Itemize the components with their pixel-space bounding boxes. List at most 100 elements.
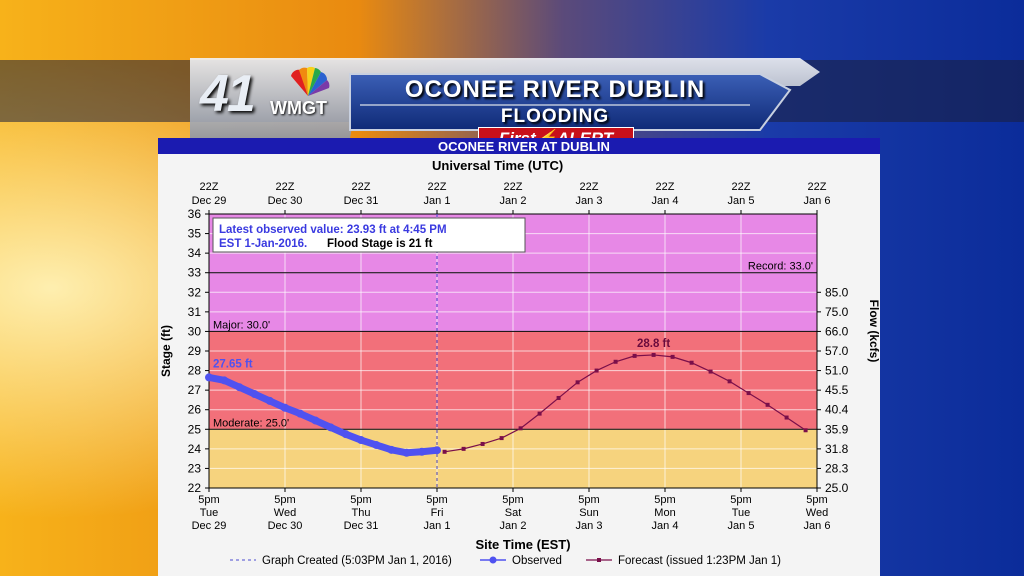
y2-tick-label: 66.0 [825, 324, 849, 338]
bottom-tick-label: 5pm [806, 494, 827, 506]
observed-point [357, 436, 365, 445]
y2-tick-label: 35.9 [825, 422, 849, 436]
channel-number: 41 [200, 65, 256, 123]
forecast-point [575, 380, 580, 385]
observed-point [402, 448, 411, 457]
observed-point [205, 373, 213, 382]
top-axis-title: Universal Time (UTC) [432, 158, 563, 173]
bottom-axis-title: Site Time (EST) [475, 537, 570, 552]
y-tick-label: 26 [188, 403, 202, 417]
forecast-point [613, 359, 618, 364]
top-tick-label: 22Z [808, 181, 827, 193]
banner-title: OCONEE RIVER DUBLIN [404, 76, 706, 103]
forecast-point [727, 379, 732, 384]
forecast-point [499, 436, 504, 441]
top-tick-label: 22Z [504, 181, 523, 193]
bottom-tick-label: 5pm [274, 494, 295, 506]
legend-observed-marker [489, 556, 497, 564]
top-tick-label: 22Z [656, 181, 675, 193]
bottom-tick-label: Wed [806, 507, 828, 519]
info-box-line2b: Flood Stage is 21 ft [327, 238, 433, 250]
observed-point [326, 423, 335, 432]
observed-point [433, 446, 441, 455]
top-tick-label: Jan 6 [804, 195, 831, 207]
top-tick-label: 22Z [428, 181, 447, 193]
forecast-point [480, 441, 485, 446]
forecast-point [632, 353, 637, 358]
top-tick-label: Jan 1 [424, 195, 451, 207]
info-box-line2a: EST 1-Jan-2016. [219, 238, 307, 250]
top-tick-label: 22Z [732, 181, 751, 193]
forecast-series-line [444, 354, 806, 453]
top-tick-label: Jan 2 [500, 195, 527, 207]
bottom-tick-label: 5pm [350, 494, 371, 506]
y-tick-label: 25 [188, 422, 202, 436]
observed-point [250, 390, 259, 399]
bottom-tick-label: Fri [431, 507, 444, 519]
forecast-point [803, 428, 808, 433]
legend-created-label: Graph Created (5:03PM Jan 1, 2016) [262, 555, 452, 567]
observed-point [341, 430, 350, 439]
legend-observed-label: Observed [512, 555, 562, 567]
legend-forecast-label: Forecast (issued 1:23PM Jan 1) [618, 555, 781, 567]
top-tick-label: Dec 29 [192, 195, 227, 207]
y-tick-label: 34 [188, 246, 202, 260]
forecast-peak-label: 28.8 ft [637, 338, 670, 350]
observed-series-line [205, 373, 441, 457]
observed-point [265, 396, 274, 405]
bottom-tick-label: Mon [654, 507, 675, 519]
y-tick-label: 29 [188, 344, 202, 358]
bottom-tick-label: Jan 6 [804, 520, 831, 532]
bottom-tick-label: Jan 1 [424, 520, 451, 532]
forecast-point [708, 369, 713, 374]
y2-tick-label: 57.0 [825, 344, 849, 358]
observed-point [235, 383, 244, 392]
hydrograph-panel: OCONEE RIVER AT DUBLIN Universal Time (UT… [158, 138, 880, 576]
y2-tick-label: 75.0 [825, 305, 849, 319]
forecast-point [689, 360, 694, 365]
bottom-tick-label: Jan 2 [500, 520, 527, 532]
bottom-tick-label: Tue [732, 507, 751, 519]
y2-tick-label: 28.3 [825, 461, 849, 475]
y-tick-label: 22 [188, 481, 202, 495]
y-tick-label: 30 [188, 324, 202, 338]
observed-point [220, 376, 229, 385]
bottom-tick-label: Wed [274, 507, 296, 519]
bottom-tick-label: Tue [200, 507, 219, 519]
y2-tick-label: 31.8 [825, 442, 849, 456]
bottom-tick-label: Jan 4 [652, 520, 679, 532]
y2-axis-title: Flow (kcfs) [867, 300, 880, 363]
y-tick-label: 33 [188, 266, 202, 280]
y-axis-title: Stage (ft) [159, 325, 173, 377]
top-tick-label: Dec 31 [344, 195, 379, 207]
chart-title: OCONEE RIVER AT DUBLIN [438, 139, 610, 154]
y2-tick-label: 25.0 [825, 481, 849, 495]
y-tick-label: 23 [188, 461, 202, 475]
y2-tick-label: 45.5 [825, 383, 849, 397]
observed-point [311, 416, 320, 425]
observed-point [417, 447, 426, 456]
observed-point [372, 440, 381, 449]
forecast-point [461, 446, 466, 451]
top-tick-label: 22Z [352, 181, 371, 193]
y-tick-label: 28 [188, 364, 202, 378]
forecast-point [670, 354, 675, 359]
bottom-tick-label: Dec 31 [344, 520, 379, 532]
legend-forecast-marker [597, 558, 601, 562]
forecast-point [556, 395, 561, 400]
threshold-label: Moderate: 25.0' [213, 417, 289, 429]
forecast-point [746, 391, 751, 396]
bottom-tick-label: Jan 5 [728, 520, 755, 532]
hydrograph-chart: OCONEE RIVER AT DUBLIN Universal Time (UT… [158, 138, 880, 567]
y2-tick-label: 85.0 [825, 285, 849, 299]
bottom-tick-label: 5pm [198, 494, 219, 506]
banner-subtitle-text: FLOODING [500, 106, 610, 127]
forecast-point [765, 402, 770, 407]
observed-point [281, 403, 289, 412]
bottom-tick-label: Thu [352, 507, 371, 519]
forecast-point [784, 415, 789, 420]
top-tick-label: 22Z [276, 181, 295, 193]
y-tick-label: 27 [188, 383, 202, 397]
observed-point [296, 409, 305, 418]
bottom-tick-label: 5pm [654, 494, 675, 506]
